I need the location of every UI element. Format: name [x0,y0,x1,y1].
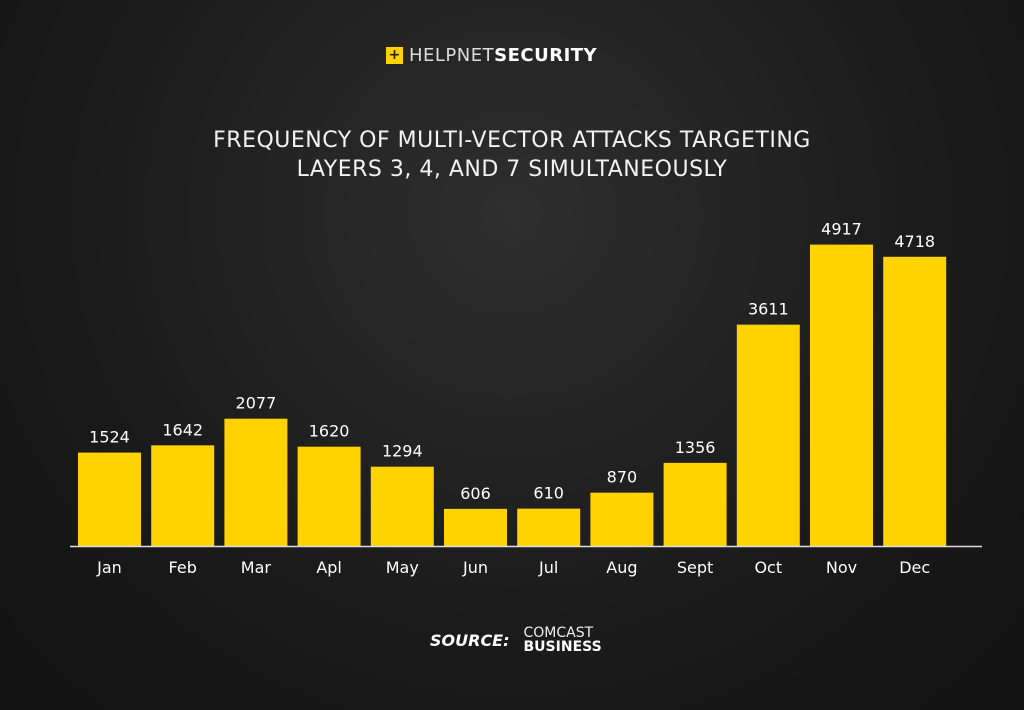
bar-sept [663,462,727,546]
x-tick-label: May [386,558,419,577]
x-tick-label: Mar [241,558,272,577]
data-label: 870 [607,468,638,487]
bar-nov [810,244,873,547]
source-label: SOURCE: [430,631,510,650]
x-tick-label: Sept [677,558,713,577]
bar-dec [883,256,947,546]
data-label: 610 [533,484,564,503]
data-label: 1524 [89,428,130,447]
bar-feb [151,445,215,546]
data-label: 1642 [162,420,203,439]
bar-apl [297,446,361,546]
source-line-2: BUSINESS [523,639,602,655]
data-label: 4917 [821,220,862,239]
logo-text-light: HELPNET [409,45,495,66]
bar-may [370,466,434,546]
x-tick-label: Jun [462,558,488,577]
bar-jul [517,508,581,546]
x-tick-label: Jul [538,558,558,577]
data-label: 3611 [748,300,789,319]
bar-mar [224,418,288,546]
chart-title: FREQUENCY OF MULTI-VECTOR ATTACKS TARGET… [0,126,1024,184]
source-credit: SOURCE: COMCAST BUSINESS [430,626,602,655]
logo-text-bold: SECURITY [494,45,598,66]
source-line-1: COMCAST [523,625,594,641]
data-label: 2077 [236,394,277,413]
x-tick-label: Nov [826,558,857,577]
bar-jun [444,508,507,546]
bar-aug [590,492,654,546]
data-label: 1294 [382,442,423,461]
plus-icon: + [386,47,403,64]
data-label: 1620 [309,422,350,441]
comcast-business-logo: COMCAST BUSINESS [524,626,602,655]
data-label: 1356 [675,438,716,457]
helpnetsecurity-logo: + HELPNETSECURITY [386,45,597,66]
title-line-2: LAYERS 3, 4, AND 7 SIMULTANEOUSLY [296,157,728,182]
data-label: 4718 [894,232,935,251]
x-tick-label: Dec [899,558,930,577]
data-label: 606 [460,484,491,503]
x-tick-label: Jan [96,558,122,577]
bar-jan [78,452,141,546]
x-tick-label: Oct [754,558,782,577]
x-tick-label: Apl [316,558,342,577]
bar-oct [736,324,800,546]
title-line-1: FREQUENCY OF MULTI-VECTOR ATTACKS TARGET… [213,128,811,153]
x-tick-label: Feb [169,558,197,577]
x-tick-label: Aug [606,558,637,577]
